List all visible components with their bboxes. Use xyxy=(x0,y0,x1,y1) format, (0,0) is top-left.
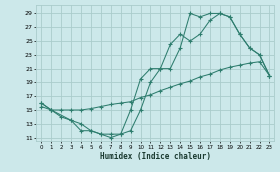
X-axis label: Humidex (Indice chaleur): Humidex (Indice chaleur) xyxy=(100,152,211,161)
